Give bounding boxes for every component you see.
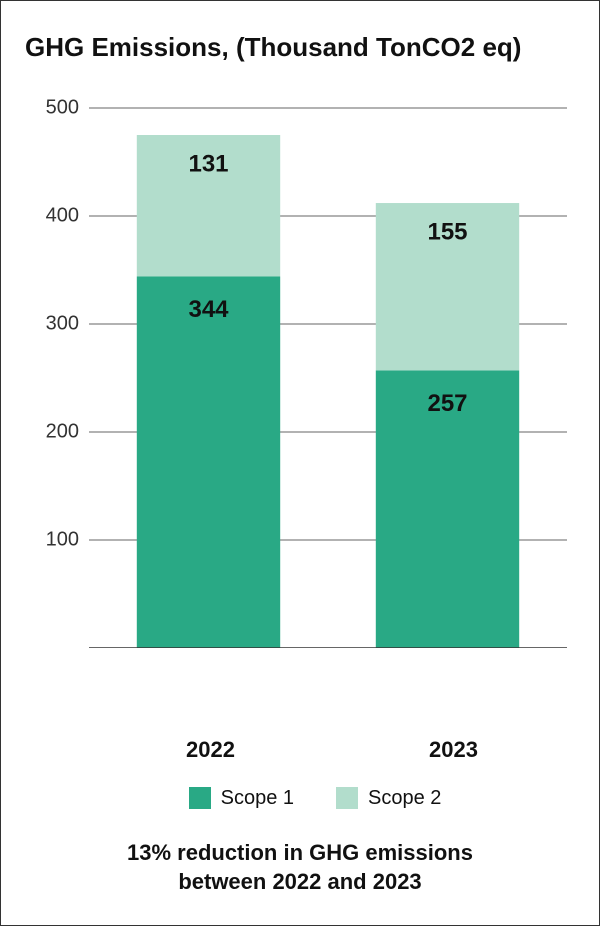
ytick-label: 200 [46,420,79,442]
value-label-2022-scope2: 131 [188,150,228,177]
legend: Scope 1 Scope 2 [25,787,575,810]
legend-item-scope2: Scope 2 [336,787,441,810]
legend-label-scope1: Scope 1 [221,787,294,810]
ytick-label: 400 [46,204,79,226]
legend-swatch-scope2 [336,787,358,809]
value-label-2022-scope1: 344 [188,295,229,322]
x-axis-labels: 2022 2023 [25,727,575,763]
x-label-0: 2022 [136,737,286,763]
chart-area: 100 200 300 400 500 344 131 257 155 [25,88,575,727]
ytick-label: 300 [46,312,79,334]
chart-frame: GHG Emissions, (Thousand TonCO2 eq) 100 2… [0,0,600,926]
ytick-label: 500 [46,96,79,118]
bar-segment-2022-scope1 [137,276,280,648]
legend-item-scope1: Scope 1 [189,787,294,810]
chart-caption: 13% reduction in GHG emissions between 2… [25,838,575,897]
legend-label-scope2: Scope 2 [368,787,441,810]
ytick-label: 100 [46,528,79,550]
value-label-2023-scope1: 257 [427,389,467,416]
value-label-2023-scope2: 155 [427,218,467,245]
caption-line1: 13% reduction in GHG emissions [25,838,575,868]
chart: 100 200 300 400 500 344 131 257 155 [25,88,575,727]
legend-swatch-scope1 [189,787,211,809]
chart-title: GHG Emissions, (Thousand TonCO2 eq) [25,31,575,64]
caption-line2: between 2022 and 2023 [25,867,575,897]
x-label-1: 2023 [379,737,529,763]
chart-svg: 100 200 300 400 500 344 131 257 155 [25,88,575,648]
